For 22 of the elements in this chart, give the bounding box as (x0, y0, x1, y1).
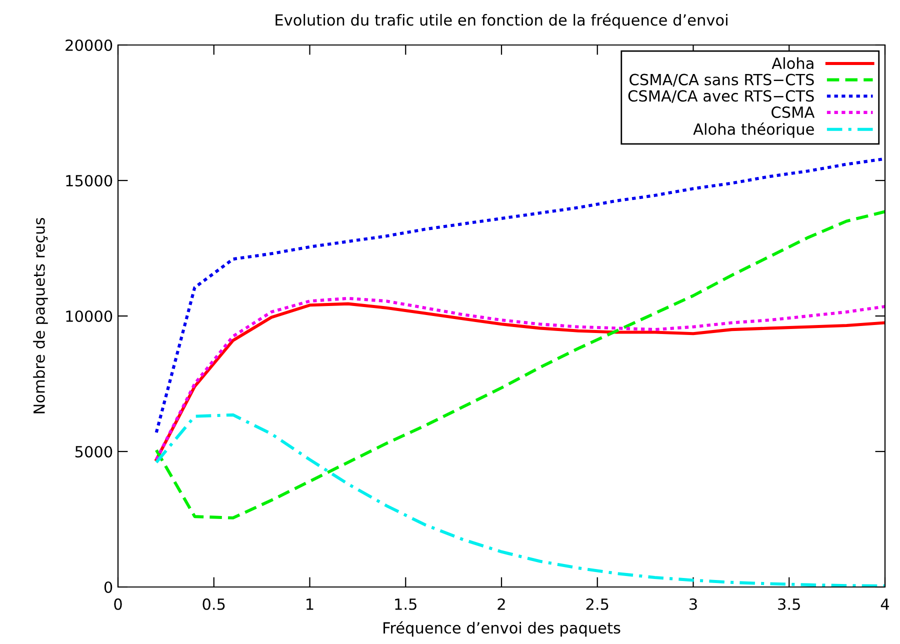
y-tick-label: 10000 (66, 310, 112, 322)
legend-label: CSMA (772, 106, 815, 118)
x-tick-label: 2 (498, 598, 505, 610)
y-axis-title: Nombre de paquets reçus (33, 218, 48, 414)
x-axis-title: Fréquence d’envoi des paquets (384, 621, 620, 637)
legend-label: CSMA/CA sans RTS−CTS (630, 74, 814, 87)
x-tick-label: 3.5 (778, 598, 800, 610)
x-tick-label: 2.5 (586, 598, 608, 610)
x-tick-label: 1 (306, 598, 314, 610)
y-tick-label: 0 (104, 581, 112, 594)
x-tick-label: 3 (690, 598, 697, 610)
legend-label: Aloha (772, 57, 814, 70)
y-tick-label: 20000 (66, 39, 112, 52)
x-tick-label: 0 (114, 598, 122, 610)
y-tick-label: 5000 (75, 446, 112, 458)
y-tick-label: 15000 (66, 174, 112, 187)
x-tick-label: 4 (880, 598, 890, 610)
legend-label: CSMA/CA avec RTS−CTS (628, 90, 814, 103)
x-tick-label: 1.5 (395, 598, 416, 610)
legend-label: Aloha théorique (693, 122, 814, 138)
x-tick-label: 0.5 (202, 598, 225, 610)
chart-title: Evolution du trafic utile en fonction de la fréquence d’envoi (276, 13, 728, 29)
